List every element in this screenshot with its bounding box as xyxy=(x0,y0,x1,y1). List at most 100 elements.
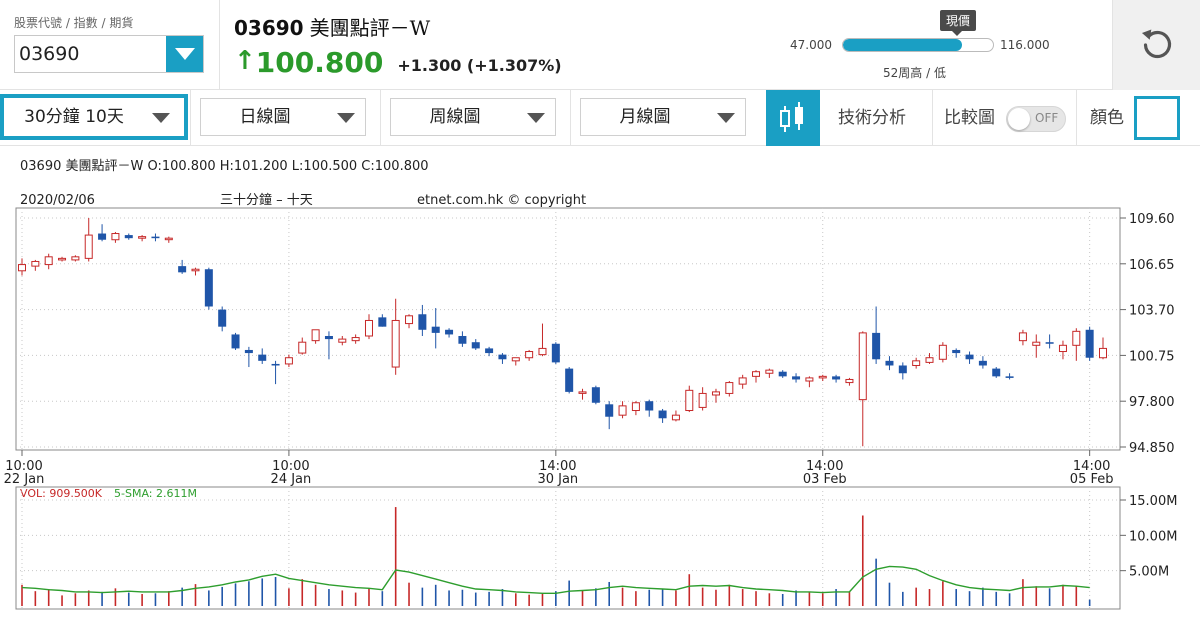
quote-summary: 03690 美團點評－W ↑100.800 +1.300 (+1.307%) xyxy=(234,12,562,79)
candle-body xyxy=(138,236,147,239)
candle-body xyxy=(631,402,640,412)
daily-chart-select[interactable]: 日線圖 xyxy=(200,98,366,136)
candle-body xyxy=(405,315,414,325)
candle-body xyxy=(885,360,894,366)
candle-body xyxy=(31,260,40,267)
52-week-high: 116.000 xyxy=(1000,38,1050,52)
time-tick-label: 14:00 xyxy=(539,459,576,474)
date-tick-label: 24 Jan xyxy=(271,472,312,487)
candle-body xyxy=(431,326,440,333)
time-tick-label: 10:00 xyxy=(272,459,309,474)
compare-toggle[interactable]: OFF xyxy=(1006,106,1066,132)
candle-body xyxy=(1018,332,1027,342)
candle-body xyxy=(471,342,480,349)
candle-body xyxy=(1045,342,1054,344)
candle-body xyxy=(818,375,827,379)
candle-body xyxy=(111,233,120,241)
candle-body xyxy=(578,391,587,394)
candle-body xyxy=(244,349,253,354)
candle-body xyxy=(364,319,373,337)
candle-body xyxy=(671,414,680,421)
current-price-tag: 現價 xyxy=(940,10,977,36)
candle-body xyxy=(1005,376,1014,378)
candle-body xyxy=(792,376,801,380)
candle-body xyxy=(284,357,293,365)
candle-body xyxy=(698,392,707,408)
stock-chart: 2020/02/06 三十分鐘 – 十天 etnet.com.hk © copy… xyxy=(4,192,1177,610)
candle-body xyxy=(204,269,213,307)
candle-body xyxy=(591,387,600,403)
candlestick-toggle-button[interactable] xyxy=(766,90,820,146)
weekly-chart-label: 周線圖 xyxy=(429,107,481,127)
candle-body xyxy=(338,338,347,343)
stock-name: 美團點評－W xyxy=(309,16,431,40)
price-tick-label: 109.60 xyxy=(1129,212,1175,227)
sma-line xyxy=(21,565,1090,594)
candle-body xyxy=(445,329,454,335)
candle-body xyxy=(511,357,520,362)
time-tick-label: 14:00 xyxy=(1073,459,1110,474)
divider xyxy=(1076,90,1077,146)
color-picker-button[interactable] xyxy=(1134,96,1180,140)
candle-body xyxy=(965,354,974,360)
candle-body xyxy=(418,314,427,330)
candle-body xyxy=(872,332,881,360)
refresh-button[interactable] xyxy=(1112,0,1200,90)
price-tick-label: 100.75 xyxy=(1129,349,1175,364)
weekly-chart-select[interactable]: 周線圖 xyxy=(390,98,556,136)
candle-body xyxy=(18,264,26,272)
candle-body xyxy=(124,235,133,239)
compare-label: 比較圖 xyxy=(944,108,995,128)
candle-body xyxy=(832,376,841,380)
period-select[interactable]: 30分鐘 10天 xyxy=(0,94,188,140)
technical-analysis-button[interactable]: 技術分析 xyxy=(838,108,906,128)
monthly-chart-label: 月線圖 xyxy=(619,107,671,127)
toggle-knob xyxy=(1008,108,1030,130)
search-dropdown-button[interactable] xyxy=(166,36,203,72)
candle-body xyxy=(752,371,761,377)
time-tick-label: 10:00 xyxy=(5,459,42,474)
grid-lines xyxy=(16,208,1120,609)
last-price: 100.800 xyxy=(255,46,384,79)
candle-body xyxy=(845,378,854,384)
candle-body xyxy=(178,266,187,273)
change-percent: (+1.307%) xyxy=(466,56,562,75)
candle-body xyxy=(498,354,507,360)
search-combobox[interactable] xyxy=(14,35,204,73)
candle-body xyxy=(1032,341,1041,346)
candle-body xyxy=(898,365,907,374)
candle-body xyxy=(98,233,107,240)
candle-body xyxy=(271,363,280,366)
monthly-chart-select[interactable]: 月線圖 xyxy=(580,98,746,136)
volume-bars xyxy=(21,507,1091,606)
candle-body xyxy=(765,369,774,374)
time-tick-label: 14:00 xyxy=(806,459,843,474)
price-tick-label: 103.70 xyxy=(1129,304,1175,319)
candle-body xyxy=(71,256,80,261)
color-label: 顏色 xyxy=(1090,108,1124,128)
candle-body xyxy=(1072,330,1081,346)
stock-title: 03690 美團點評－W xyxy=(234,12,430,41)
candle-body xyxy=(605,404,614,417)
stock-code-input[interactable] xyxy=(15,36,167,72)
candle-body xyxy=(391,319,400,368)
volume-label: VOL: 909.500K xyxy=(20,487,103,500)
candle-body xyxy=(324,335,333,340)
candle-body xyxy=(858,332,867,401)
price-tick-label: 106.65 xyxy=(1129,258,1175,273)
candle-body xyxy=(952,349,961,354)
price-tick-label: 97.800 xyxy=(1129,395,1175,410)
volume-tick-label: 5.00M xyxy=(1129,565,1169,580)
search-label: 股票代號 / 指數 / 期貨 xyxy=(14,16,134,30)
divider xyxy=(570,90,571,146)
refresh-icon xyxy=(1141,29,1172,59)
price-y-ticks: 109.60 106.65 103.70 100.75 97.800 94.850 xyxy=(1120,212,1175,456)
candle-body xyxy=(311,329,320,342)
volume-tick-label: 15.00M xyxy=(1129,494,1177,509)
period-select-label: 30分鐘 10天 xyxy=(24,107,124,127)
candle-body xyxy=(191,268,200,272)
candle-body xyxy=(565,368,574,392)
